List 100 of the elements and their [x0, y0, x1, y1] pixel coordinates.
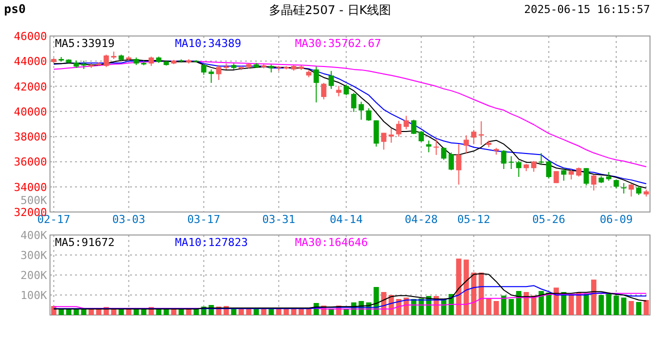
bar	[81, 309, 86, 315]
line-series	[53, 285, 647, 310]
candlestick	[216, 64, 222, 80]
y-tick-label: 300K	[20, 249, 48, 262]
bar	[374, 287, 379, 315]
y-tick-label: 400K	[20, 229, 48, 242]
candlestick	[314, 66, 319, 103]
candlestick	[418, 130, 424, 142]
bar	[291, 308, 296, 315]
candlestick	[538, 152, 544, 166]
bar	[584, 294, 589, 315]
text: 500K	[20, 194, 48, 207]
candlestick	[561, 168, 566, 182]
candlestick	[448, 152, 454, 171]
bar	[568, 295, 574, 315]
candlestick	[621, 182, 626, 194]
candlestick	[358, 101, 364, 120]
x-tick-label: 04-28	[404, 213, 438, 226]
bar	[178, 309, 184, 315]
y-tick-label: 36000	[14, 156, 47, 169]
bar	[598, 295, 604, 315]
text: ps0	[4, 2, 26, 16]
candlestick	[456, 144, 462, 186]
bar	[268, 309, 274, 315]
bar	[261, 309, 266, 315]
bar	[471, 272, 476, 315]
candlestick	[546, 160, 552, 180]
x-tick-label: 06-09	[600, 213, 633, 226]
bar	[554, 288, 559, 315]
bar	[134, 309, 139, 315]
x-tick-label: 05-26	[532, 213, 566, 226]
chart-title: 多晶硅2507 - 日K线图	[268, 3, 392, 17]
bar	[576, 292, 582, 315]
candlestick	[351, 92, 356, 112]
bar	[156, 309, 162, 315]
candlestick	[434, 138, 439, 156]
bar	[118, 309, 124, 315]
bar	[508, 299, 514, 315]
candlestick	[321, 82, 326, 100]
bar	[464, 260, 469, 315]
y-tick-label: 100K	[20, 289, 48, 302]
candlestick	[441, 146, 446, 160]
candlestick	[471, 129, 476, 145]
bar	[246, 309, 252, 315]
candlestick	[614, 178, 619, 189]
candlestick	[336, 85, 342, 97]
bar	[524, 292, 529, 315]
bar	[126, 309, 132, 315]
bar	[231, 308, 236, 315]
bar	[644, 300, 649, 315]
candlestick	[328, 70, 334, 90]
bar	[254, 309, 259, 315]
bar	[628, 301, 634, 315]
y-tick-label: 34000	[14, 180, 47, 194]
x-tick-label: 04-14	[330, 213, 364, 226]
bar	[58, 309, 64, 315]
y-tick-label: 40000	[14, 105, 47, 118]
x-tick-label: 03-17	[187, 213, 220, 226]
candlestick	[388, 128, 394, 144]
bar	[164, 309, 169, 315]
candlestick	[576, 166, 582, 178]
line-series	[53, 273, 647, 310]
candlestick	[464, 134, 469, 154]
candlestick	[531, 160, 536, 172]
series-label: MA10:34389	[175, 37, 242, 50]
bar	[621, 298, 626, 315]
candlestick	[148, 56, 154, 66]
bar	[561, 292, 566, 315]
bar	[276, 308, 282, 315]
text: MA30:164646	[295, 236, 368, 249]
bar	[546, 292, 552, 315]
candlestick	[426, 140, 432, 153]
candlestick	[396, 120, 402, 138]
bar	[494, 301, 499, 315]
bar	[96, 309, 102, 315]
candlestick	[381, 132, 386, 150]
bar	[141, 309, 146, 315]
candlestick	[366, 108, 372, 122]
candlestick	[628, 183, 634, 198]
candlestick	[568, 169, 574, 180]
candlestick	[104, 54, 109, 68]
text: 2025-06-15 16:15:57	[524, 3, 650, 16]
candlestick	[374, 120, 379, 148]
bar	[516, 291, 522, 315]
bar	[186, 309, 192, 315]
bar	[614, 296, 619, 315]
candlestick	[508, 156, 514, 170]
y-tick-label: 44000	[14, 55, 47, 68]
candlestick	[516, 160, 522, 178]
bar	[66, 309, 72, 315]
candlestick	[584, 168, 589, 186]
bar	[591, 280, 596, 315]
bar	[88, 309, 94, 315]
y-tick-label: 42000	[14, 80, 47, 94]
series-label: MA30:35762.67	[295, 37, 382, 50]
y-tick-label: 46000	[14, 30, 47, 43]
candlestick	[208, 68, 214, 84]
text: MA10:127823	[175, 236, 248, 249]
bar	[171, 309, 176, 315]
bar	[74, 309, 79, 315]
